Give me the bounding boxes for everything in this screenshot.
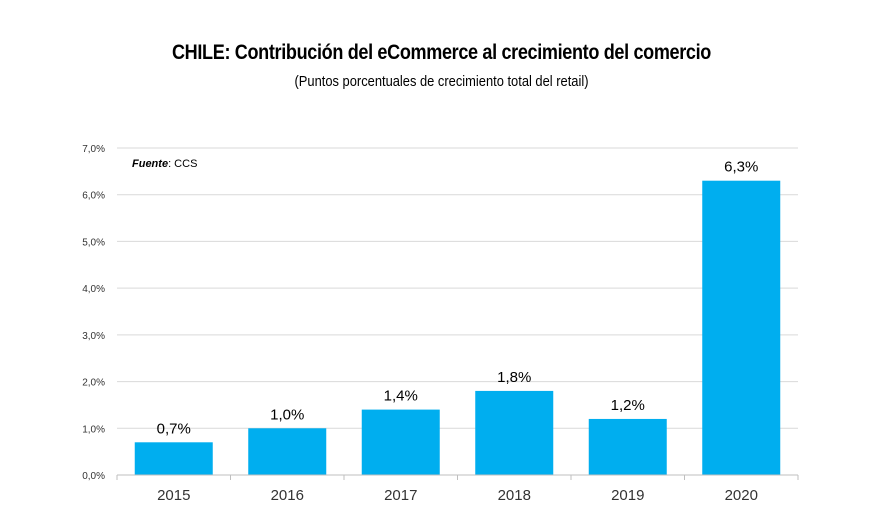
source-label: Fuente bbox=[132, 158, 168, 170]
y-tick-label: 1,0% bbox=[82, 424, 105, 435]
y-tick-label: 6,0% bbox=[82, 191, 105, 202]
bar-2015 bbox=[134, 442, 213, 475]
y-tick-label: 2,0% bbox=[82, 378, 105, 389]
data-labels: 0,7% 1,0% 1,4% 1,8% 1,2% 6,3% bbox=[157, 159, 759, 438]
y-tick-label: 3,0% bbox=[82, 331, 105, 342]
bar-2018 bbox=[475, 390, 554, 475]
data-label-2020: 6,3% bbox=[724, 159, 758, 176]
bar-2020 bbox=[702, 180, 781, 475]
data-label-2019: 1,2% bbox=[611, 397, 645, 414]
x-category-label: 2020 bbox=[725, 487, 758, 504]
y-tick-label: 7,0% bbox=[82, 144, 105, 155]
chart-title: CHILE: Contribución del eCommerce al cre… bbox=[171, 41, 712, 64]
bar-2019 bbox=[588, 418, 667, 475]
x-category-label: 2019 bbox=[611, 487, 644, 504]
bar-2017 bbox=[361, 409, 440, 475]
chart-subtitle: (Puntos porcentuales de crecimiento tota… bbox=[294, 73, 589, 90]
y-tick-label: 0,0% bbox=[82, 471, 105, 482]
bar-2016 bbox=[248, 428, 327, 475]
source-value: : CCS bbox=[168, 158, 197, 170]
x-category-label: 2017 bbox=[384, 487, 417, 504]
x-category-label: 2015 bbox=[157, 487, 190, 504]
x-category-label: 2016 bbox=[271, 487, 304, 504]
gridlines bbox=[117, 147, 798, 429]
data-label-2015: 0,7% bbox=[157, 420, 191, 437]
y-axis-ticks: 0,0% 1,0% 2,0% 3,0% 4,0% 5,0% 6,0% 7,0% bbox=[82, 144, 105, 482]
data-label-2017: 1,4% bbox=[384, 388, 418, 405]
data-label-2018: 1,8% bbox=[497, 369, 531, 386]
y-tick-label: 4,0% bbox=[82, 284, 105, 295]
data-label-2016: 1,0% bbox=[270, 406, 304, 423]
y-tick-label: 5,0% bbox=[82, 237, 105, 248]
x-category-label: 2018 bbox=[498, 487, 531, 504]
x-axis-categories: 2015 2016 2017 2018 2019 2020 bbox=[116, 475, 799, 504]
bars bbox=[134, 180, 781, 475]
source-note: Fuente: CCS bbox=[132, 158, 197, 170]
